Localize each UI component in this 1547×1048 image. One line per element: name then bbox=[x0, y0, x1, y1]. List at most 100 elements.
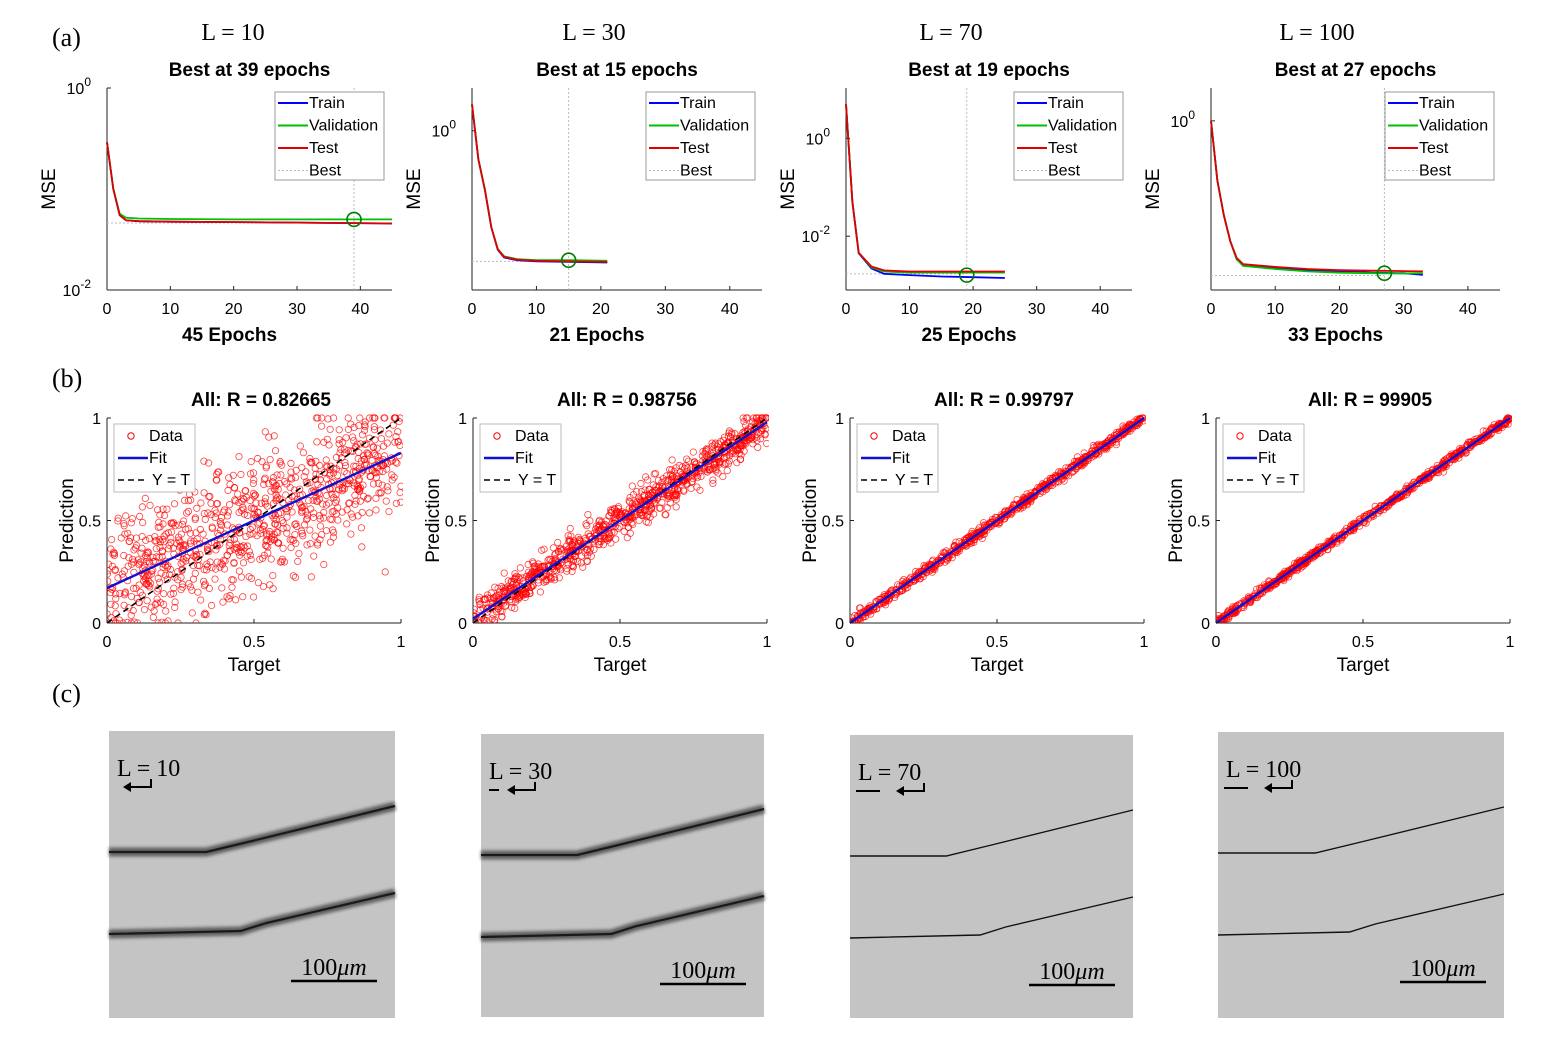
data-point bbox=[703, 468, 712, 476]
data-point bbox=[684, 457, 693, 465]
y-tick-label: 0.5 bbox=[445, 514, 467, 531]
x-tick-label: 0 bbox=[846, 634, 855, 651]
data-point bbox=[371, 414, 379, 422]
micrograph-label: L = 10 bbox=[117, 756, 180, 782]
data-point bbox=[247, 504, 255, 512]
mse-chart-title: Best at 19 epochs bbox=[908, 60, 1070, 81]
data-point bbox=[291, 520, 299, 529]
data-point bbox=[644, 491, 653, 499]
legend-label-fit: Fit bbox=[1258, 450, 1276, 467]
data-point bbox=[218, 513, 226, 522]
data-point bbox=[498, 613, 506, 621]
data-point bbox=[122, 512, 130, 520]
data-point bbox=[475, 597, 483, 606]
data-point bbox=[199, 530, 207, 538]
crack-upper bbox=[850, 809, 1134, 857]
legend-swatch-data bbox=[493, 432, 501, 440]
data-point bbox=[625, 497, 633, 505]
data-point bbox=[149, 553, 157, 561]
data-point bbox=[1323, 542, 1331, 550]
data-point bbox=[302, 507, 310, 516]
data-point bbox=[151, 533, 159, 541]
legend-label-data: Data bbox=[149, 428, 183, 445]
data-point bbox=[251, 491, 259, 499]
data-point bbox=[383, 483, 391, 491]
data-point bbox=[483, 591, 492, 599]
legend-swatch-data bbox=[870, 432, 878, 440]
data-point bbox=[247, 574, 255, 583]
x-tick-label: 30 bbox=[656, 301, 674, 318]
data-point bbox=[565, 537, 573, 546]
data-point bbox=[263, 530, 271, 538]
data-point bbox=[107, 600, 115, 608]
data-point bbox=[357, 524, 365, 532]
data-point bbox=[1460, 446, 1468, 454]
data-point bbox=[200, 457, 208, 465]
data-point bbox=[968, 527, 976, 536]
data-point bbox=[898, 582, 906, 590]
data-point bbox=[213, 558, 221, 566]
x-tick-label: 0 bbox=[468, 301, 477, 318]
data-point bbox=[206, 492, 214, 501]
data-point bbox=[747, 434, 755, 443]
data-point bbox=[583, 557, 592, 566]
data-point bbox=[296, 442, 304, 450]
data-point bbox=[610, 515, 618, 523]
x-tick-label: 0 bbox=[1212, 634, 1221, 651]
regression-chart-title: All: R = 0.99797 bbox=[934, 390, 1074, 411]
data-point bbox=[229, 471, 237, 479]
data-point bbox=[186, 529, 194, 537]
data-point bbox=[687, 484, 695, 493]
data-point bbox=[516, 564, 524, 572]
data-point bbox=[503, 587, 511, 595]
data-point bbox=[235, 508, 243, 517]
data-point bbox=[347, 530, 355, 538]
data-point bbox=[394, 428, 402, 436]
data-point bbox=[261, 541, 270, 549]
data-point bbox=[152, 545, 160, 553]
data-point bbox=[269, 473, 278, 482]
data-point bbox=[184, 525, 192, 533]
data-point bbox=[585, 548, 594, 556]
data-point bbox=[287, 468, 295, 476]
x-axis-label: 33 Epochs bbox=[1288, 325, 1383, 346]
data-point bbox=[121, 530, 129, 538]
data-point bbox=[500, 569, 508, 577]
data-point bbox=[350, 482, 358, 490]
x-tick-label: 10 bbox=[161, 301, 179, 318]
data-point bbox=[274, 539, 282, 547]
data-point bbox=[547, 555, 555, 564]
data-point bbox=[389, 421, 397, 429]
data-point bbox=[288, 508, 296, 516]
data-point bbox=[1132, 420, 1140, 428]
data-point bbox=[120, 522, 128, 530]
data-point bbox=[173, 539, 181, 548]
data-point bbox=[652, 483, 660, 491]
data-point bbox=[358, 543, 366, 551]
data-point bbox=[554, 548, 563, 556]
data-point bbox=[1464, 438, 1473, 446]
data-point bbox=[382, 497, 390, 505]
data-point bbox=[348, 433, 357, 441]
data-point bbox=[242, 532, 250, 541]
data-point bbox=[370, 426, 379, 434]
data-point bbox=[136, 512, 144, 521]
series-line-train bbox=[471, 104, 608, 264]
data-point bbox=[663, 504, 671, 512]
data-point bbox=[142, 566, 150, 574]
micrograph-3: L = 70 100μm bbox=[849, 735, 1134, 1018]
data-point bbox=[626, 493, 634, 502]
data-point bbox=[107, 577, 112, 585]
x-tick-label: 40 bbox=[721, 301, 739, 318]
data-point bbox=[107, 619, 114, 623]
data-point bbox=[1023, 490, 1031, 498]
data-point bbox=[566, 537, 574, 545]
data-point bbox=[549, 544, 558, 552]
data-point bbox=[260, 480, 268, 489]
y-tick-label: 10-2 bbox=[63, 277, 92, 300]
data-point bbox=[967, 534, 975, 542]
data-point bbox=[555, 574, 563, 582]
data-point bbox=[154, 506, 162, 514]
data-point bbox=[107, 560, 113, 568]
